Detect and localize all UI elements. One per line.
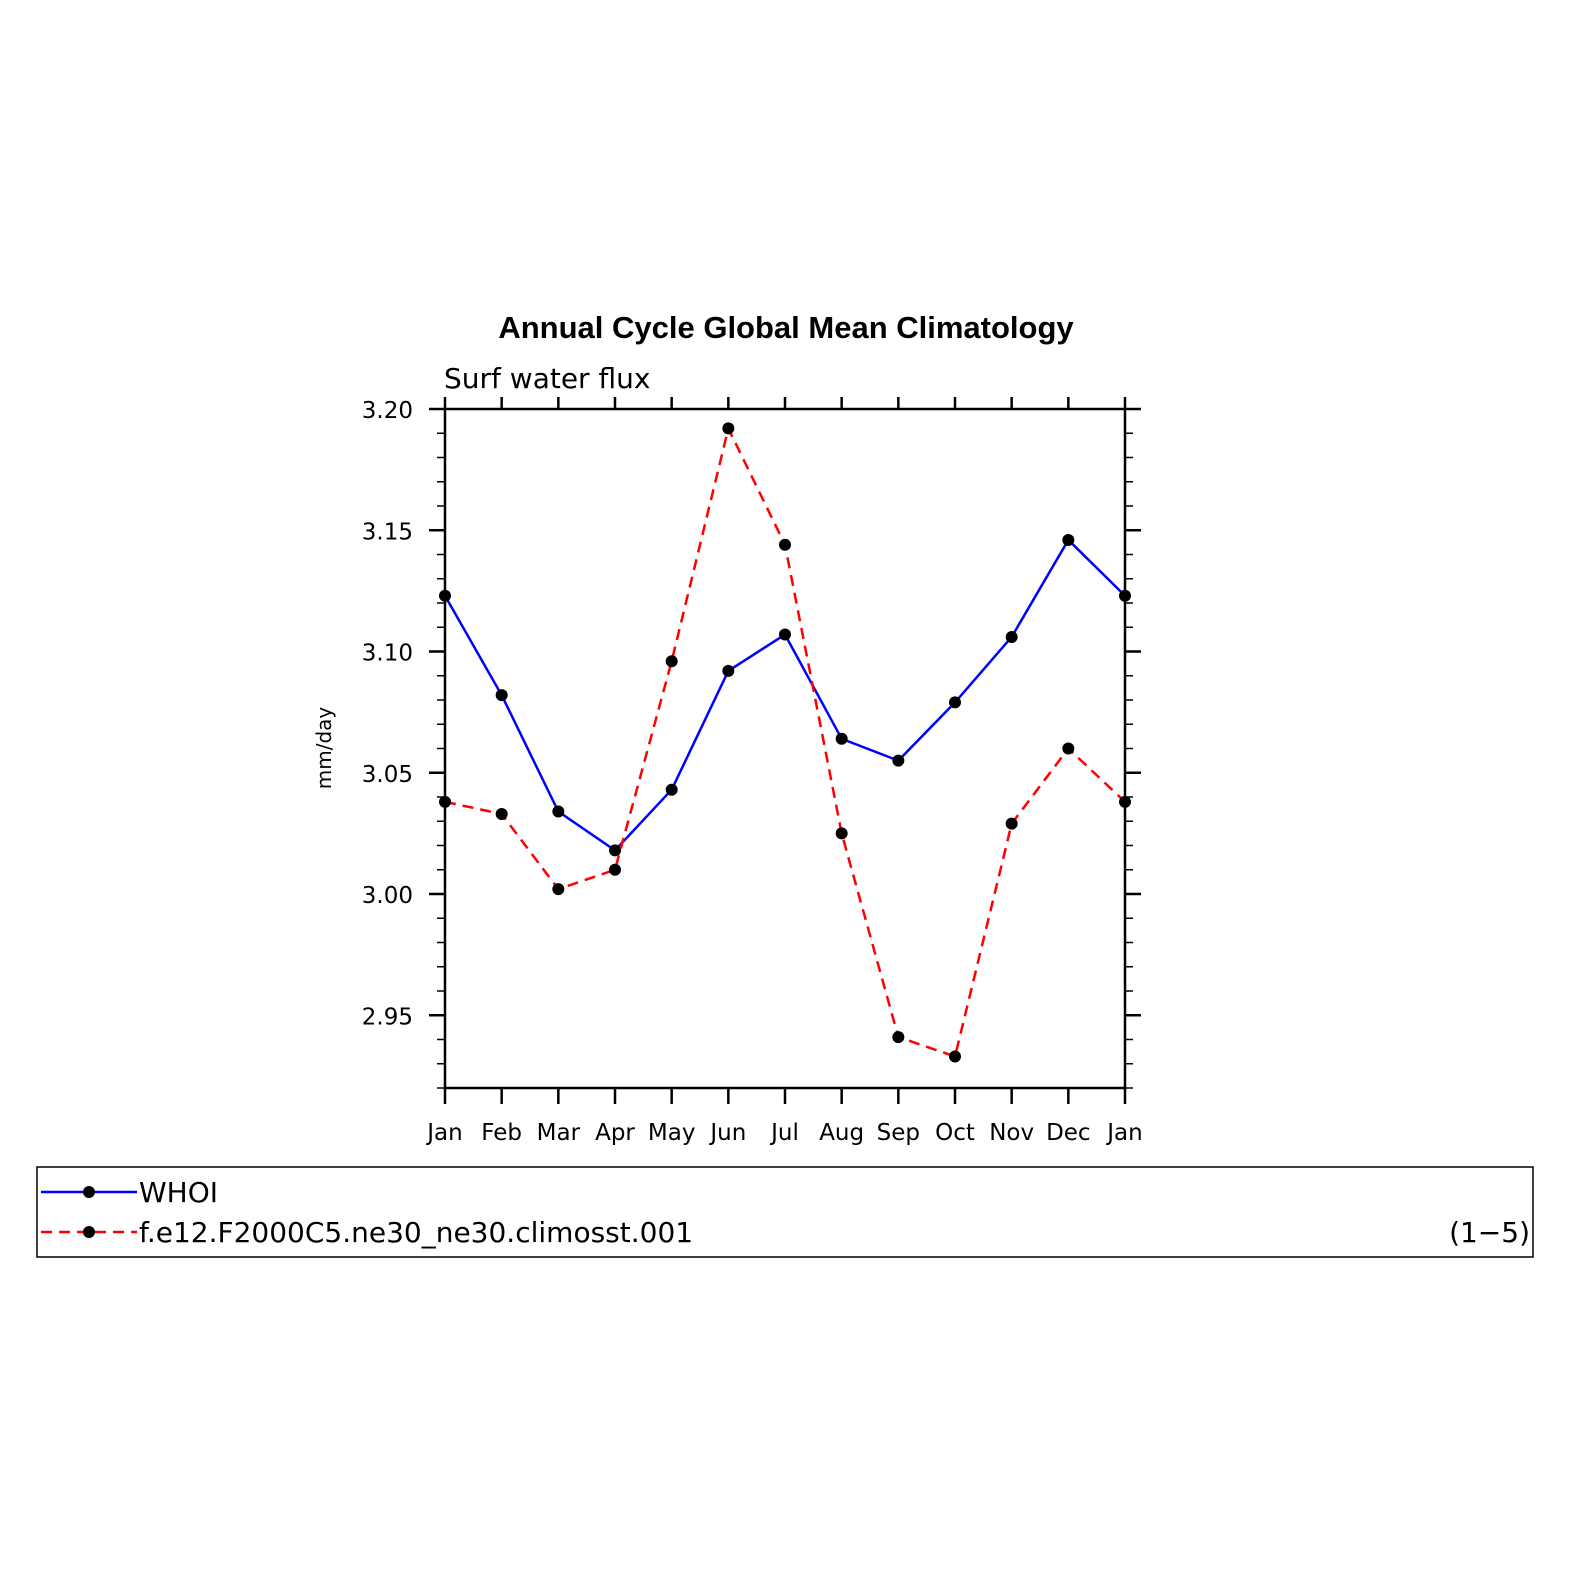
legend-marker-1 bbox=[83, 1186, 95, 1198]
x-tick-label: Mar bbox=[537, 1120, 581, 1146]
series-1-point bbox=[552, 805, 565, 818]
y-tick-label: 3.15 bbox=[362, 519, 413, 545]
series-1-point bbox=[1062, 533, 1075, 546]
plot-frame bbox=[443, 407, 1127, 1090]
legend-marker-2 bbox=[83, 1226, 95, 1238]
y-tick-label: 3.00 bbox=[362, 883, 413, 909]
series-2-point bbox=[1062, 742, 1075, 755]
x-tick-label: Dec bbox=[1046, 1120, 1091, 1146]
legend-label-1: WHOI bbox=[139, 1176, 218, 1209]
y-tick-label: 2.95 bbox=[362, 1004, 413, 1030]
series-2-point bbox=[552, 883, 565, 896]
series-2-point bbox=[439, 795, 451, 808]
x-tick-label: Aug bbox=[819, 1120, 864, 1146]
series-line-2 bbox=[444, 424, 1126, 1059]
chart-title: Annual Cycle Global Mean Climatology bbox=[498, 310, 1074, 345]
legend-frame bbox=[36, 1166, 1534, 1258]
x-tick-label: May bbox=[648, 1120, 696, 1146]
series-1-point bbox=[835, 732, 848, 745]
y-axis-ticks: 3.20 3.15 3.10 3.05 3.00 2.95 bbox=[362, 398, 1141, 1089]
series-1-point bbox=[495, 689, 508, 702]
y-tick-label: 3.10 bbox=[362, 641, 413, 667]
y-axis-label: mm/day bbox=[312, 707, 336, 790]
series-2-point bbox=[892, 1031, 905, 1044]
series-2-point bbox=[1119, 795, 1131, 808]
series-layer bbox=[439, 422, 1131, 1063]
series-2-point bbox=[1005, 817, 1018, 830]
x-tick-label: Jun bbox=[708, 1120, 746, 1146]
series-1-point bbox=[892, 754, 905, 767]
series-1-point bbox=[779, 628, 791, 641]
legend: WHOI f.e12.F2000C5.ne30_ne30.climosst.001… bbox=[36, 1166, 1534, 1258]
legend-tag: (1−5) bbox=[1449, 1216, 1530, 1249]
x-tick-label: Apr bbox=[595, 1120, 635, 1146]
x-tick-label: Feb bbox=[481, 1120, 522, 1146]
series-1-point bbox=[1119, 589, 1131, 602]
series-1-point bbox=[722, 664, 735, 677]
series-line-1 bbox=[443, 537, 1126, 852]
series-2-point bbox=[835, 827, 848, 840]
series-2-point bbox=[949, 1050, 961, 1063]
series-2-point bbox=[779, 538, 791, 551]
legend-label-2: f.e12.F2000C5.ne30_ne30.climosst.001 bbox=[139, 1216, 693, 1249]
x-tick-label: Oct bbox=[935, 1120, 975, 1146]
series-1-point bbox=[609, 844, 621, 857]
series-2-point bbox=[665, 655, 678, 668]
chart-subtitle: Surf water flux bbox=[444, 362, 650, 395]
x-axis-ticks: Jan Feb Mar Apr May Jun Jul Aug Sep Oct Nov Dec Jan bbox=[425, 397, 1143, 1146]
y-tick-label: 3.05 bbox=[362, 762, 413, 788]
series-2-point bbox=[495, 807, 508, 820]
series-1-point bbox=[665, 783, 678, 796]
series-2-point bbox=[609, 863, 621, 876]
x-tick-label: Sep bbox=[877, 1120, 920, 1146]
x-tick-label: Jan bbox=[425, 1120, 462, 1146]
series-1-point bbox=[439, 589, 451, 602]
series-1-point bbox=[1005, 630, 1018, 643]
x-tick-label: Nov bbox=[989, 1120, 1034, 1146]
y-tick-label: 3.20 bbox=[362, 398, 413, 424]
series-1-point bbox=[949, 696, 961, 709]
x-tick-label: Jul bbox=[769, 1120, 799, 1146]
series-2-point bbox=[722, 422, 735, 435]
x-tick-label: Jan bbox=[1105, 1120, 1142, 1146]
